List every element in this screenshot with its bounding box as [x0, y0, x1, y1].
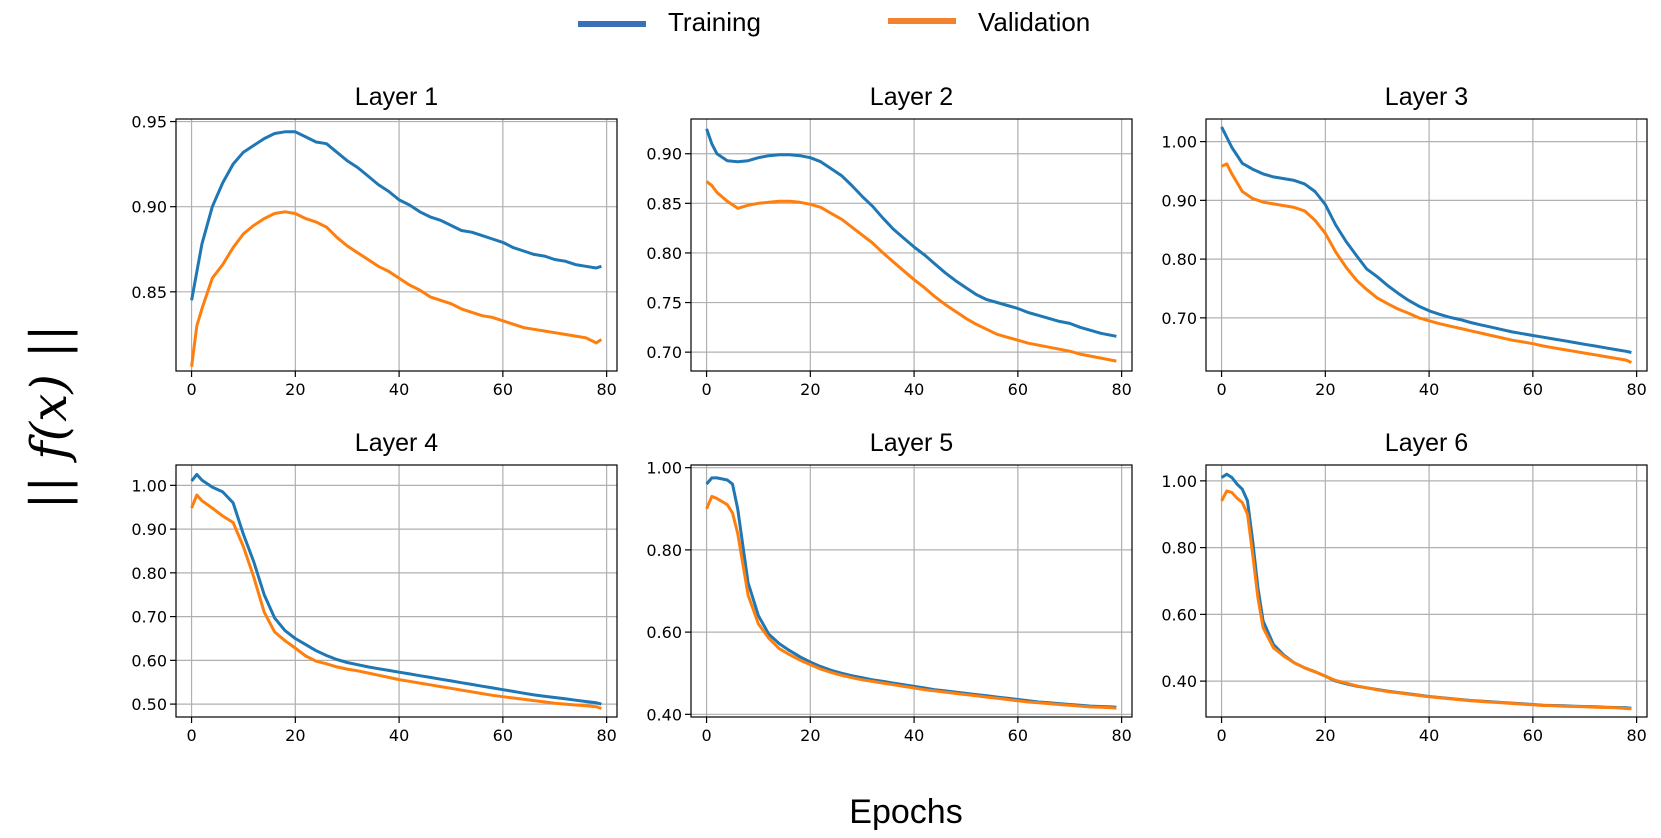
x-tick-label: 20 — [1315, 380, 1335, 399]
series-line-validation — [705, 180, 1117, 363]
x-tick-label: 20 — [800, 380, 820, 399]
x-tick-label: 40 — [904, 380, 924, 399]
y-tick-label: 0.90 — [131, 198, 167, 217]
y-tick-label: 0.70 — [1161, 309, 1197, 328]
x-tick-label: 80 — [1111, 726, 1131, 745]
x-tick-label: 0 — [1216, 726, 1226, 745]
plot-frame — [1205, 464, 1648, 718]
y-tick-label: 0.40 — [1161, 672, 1197, 691]
y-tick-label: 1.00 — [131, 476, 167, 495]
y-tick-label: 0.75 — [646, 294, 682, 313]
series-line-training — [1220, 126, 1632, 354]
x-tick-label: 20 — [285, 380, 305, 399]
panel-layer-4: Layer 4 0 20 40 60 80 0.50 0.60 0.70 0.80 0.90 1.00 — [131, 429, 618, 745]
x-tick-label: 0 — [701, 380, 711, 399]
x-tick-label: 60 — [1523, 380, 1543, 399]
x-tick-label: 60 — [1523, 726, 1543, 745]
y-tick-label: 0.60 — [646, 623, 682, 642]
plot-frame — [690, 118, 1133, 372]
x-tick-label: 40 — [1419, 380, 1439, 399]
panel-title: Layer 2 — [870, 83, 953, 111]
x-tick-label: 20 — [1315, 726, 1335, 745]
x-tick-label: 80 — [596, 380, 616, 399]
panel-title: Layer 3 — [1385, 83, 1468, 111]
legend: Training Validation — [578, 7, 1090, 37]
x-axis-label: Epochs — [849, 793, 962, 831]
series-line-training — [705, 476, 1117, 709]
x-tick-label: 0 — [186, 380, 196, 399]
y-tick-label: 0.95 — [131, 113, 167, 132]
panel-layer-2: Layer 2 0 20 40 60 80 0.70 0.75 0.80 0.85 0.90 — [646, 83, 1133, 399]
x-tick-label: 80 — [1626, 726, 1646, 745]
y-tick-label: 0.85 — [131, 283, 167, 302]
panel-layer-3: Layer 3 0 20 40 60 80 0.70 0.80 0.90 1.00 — [1161, 83, 1648, 399]
x-tick-label: 80 — [596, 726, 616, 745]
x-tick-label: 40 — [389, 726, 409, 745]
x-tick-label: 0 — [1216, 380, 1226, 399]
y-tick-label: 0.80 — [646, 541, 682, 560]
plot-frame — [175, 118, 618, 372]
series-line-validation — [1220, 162, 1633, 364]
y-tick-label: 0.85 — [646, 194, 682, 213]
series-line-validation — [705, 494, 1117, 710]
x-tick-label: 20 — [285, 726, 305, 745]
series-line-training — [190, 130, 602, 301]
y-tick-label: 1.00 — [646, 459, 682, 478]
x-tick-label: 0 — [701, 726, 711, 745]
y-tick-label: 0.80 — [1161, 250, 1197, 269]
y-tick-label: 0.80 — [131, 564, 167, 583]
panel-title: Layer 6 — [1385, 429, 1468, 457]
panel-layer-1: Layer 1 0 20 40 60 80 0.85 0.90 0.95 — [131, 83, 618, 399]
series-line-validation — [190, 493, 602, 710]
y-tick-label: 1.00 — [1161, 472, 1197, 491]
x-tick-label: 40 — [389, 380, 409, 399]
y-tick-label: 0.60 — [1161, 605, 1197, 624]
plot-frame — [1205, 118, 1648, 372]
panel-layer-6: Layer 6 0 20 40 60 80 0.40 0.60 0.80 1.00 — [1161, 429, 1648, 745]
panels: Layer 1 0 20 40 60 80 0.85 0.90 0.95 Layer 2 0 20 40… — [131, 83, 1648, 745]
x-tick-label: 60 — [493, 380, 513, 399]
panel-layer-5: Layer 5 0 20 40 60 80 0.40 0.60 0.80 1.00 — [646, 429, 1133, 745]
x-tick-label: 40 — [904, 726, 924, 745]
y-tick-label: 0.90 — [1161, 191, 1197, 210]
x-tick-label: 20 — [800, 726, 820, 745]
x-tick-label: 0 — [186, 726, 196, 745]
y-tick-label: 0.70 — [646, 343, 682, 362]
x-tick-label: 60 — [1008, 380, 1028, 399]
legend-label-training: Training — [668, 7, 761, 37]
series-line-training — [705, 128, 1117, 338]
y-tick-label: 0.80 — [646, 244, 682, 263]
series-line-training — [1220, 472, 1632, 710]
y-tick-label: 0.40 — [646, 705, 682, 724]
series-line-training — [190, 472, 602, 706]
plot-frame — [690, 464, 1133, 718]
y-tick-label: 0.90 — [131, 520, 167, 539]
panel-title: Layer 1 — [355, 83, 438, 111]
y-tick-label: 0.70 — [131, 608, 167, 627]
y-tick-label: 0.90 — [646, 145, 682, 164]
x-tick-label: 80 — [1626, 380, 1646, 399]
x-tick-label: 80 — [1111, 380, 1131, 399]
x-tick-label: 40 — [1419, 726, 1439, 745]
x-tick-label: 60 — [493, 726, 513, 745]
y-tick-label: 0.50 — [131, 695, 167, 714]
series-line-validation — [1220, 489, 1632, 711]
series-line-validation — [190, 210, 603, 367]
y-tick-label: 0.80 — [1161, 539, 1197, 558]
plot-frame — [175, 464, 618, 718]
y-axis-label: || f(x) || — [20, 325, 78, 510]
y-tick-label: 1.00 — [1161, 133, 1197, 152]
legend-label-validation: Validation — [978, 7, 1090, 37]
x-tick-label: 60 — [1008, 726, 1028, 745]
panel-title: Layer 5 — [870, 429, 953, 457]
panel-title: Layer 4 — [355, 429, 438, 457]
y-tick-label: 0.60 — [131, 651, 167, 670]
